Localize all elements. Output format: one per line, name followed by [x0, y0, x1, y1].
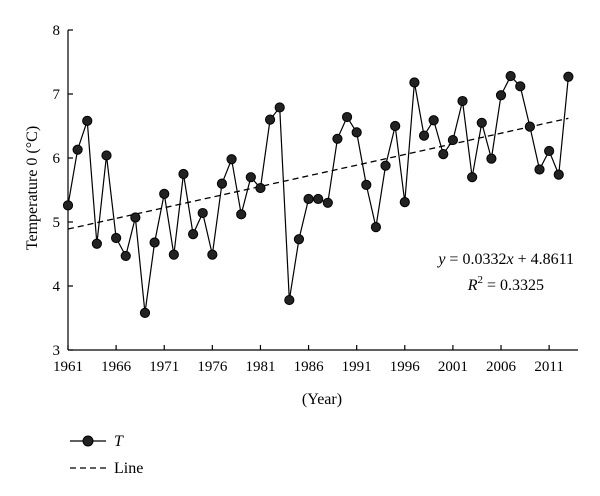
x-tick-label: 2001: [438, 359, 468, 375]
data-point: [524, 121, 535, 132]
data-point: [438, 149, 449, 160]
data-point: [207, 249, 218, 260]
data-point: [236, 209, 247, 220]
data-point: [226, 154, 237, 165]
plot-area: 3 4 5 6 7 8 1961 1966 1971 1976 1981 1986 1991 1996 2…: [53, 23, 578, 375]
x-tick-label: 1971: [149, 359, 179, 375]
y-tick-label: 7: [53, 87, 61, 103]
data-point: [313, 193, 324, 205]
y-ticks: 3 4 5 6 7 8: [53, 23, 73, 359]
data-point: [293, 234, 305, 245]
legend: T Line: [70, 433, 143, 477]
data-point: [91, 238, 102, 249]
data-point: [149, 237, 160, 248]
x-tick-label: 1986: [294, 359, 325, 375]
data-point: [563, 71, 574, 82]
data-point: [515, 81, 526, 92]
data-point: [486, 153, 497, 164]
legend-label-line: Line: [114, 460, 143, 477]
x-tick-label: 2006: [486, 359, 517, 375]
data-points: [62, 70, 574, 318]
data-point: [553, 169, 564, 180]
data-point: [428, 115, 439, 126]
x-tick-label: 1976: [197, 359, 228, 375]
x-ticks: 1961 1966 1971 1976 1981 1986 1991 1996 2001 2006…: [53, 345, 564, 375]
y-tick-label: 8: [53, 23, 61, 39]
data-point: [418, 130, 430, 141]
data-point: [505, 70, 516, 82]
regression-equation: y = 0.0332x + 4.8611 R2 = 0.3325: [436, 251, 574, 294]
trend-line: [67, 117, 569, 230]
legend-marker-t: [82, 435, 94, 447]
data-point: [380, 160, 391, 171]
data-point: [534, 164, 545, 175]
x-tick-label: 1981: [245, 359, 275, 375]
data-point: [274, 102, 285, 113]
r-squared-line: R2 = 0.3325: [467, 274, 544, 294]
legend-item-line: Line: [70, 460, 143, 477]
data-point: [351, 127, 362, 138]
x-tick-label: 2011: [534, 359, 563, 375]
y-tick-label: 6: [53, 151, 61, 167]
data-point: [390, 120, 401, 132]
data-point: [544, 145, 555, 157]
data-point: [264, 114, 276, 125]
data-point: [495, 90, 507, 101]
data-point: [72, 144, 83, 155]
data-point: [341, 111, 353, 123]
x-tick-label: 1991: [342, 359, 372, 375]
legend-label-t: T: [114, 433, 124, 450]
data-point: [216, 178, 228, 189]
data-point: [332, 133, 343, 144]
data-point: [187, 229, 199, 240]
equation-line: y = 0.0332x + 4.8611: [436, 251, 574, 268]
data-point: [82, 115, 93, 126]
data-point: [284, 294, 295, 306]
data-point: [245, 172, 256, 183]
data-point: [159, 188, 170, 199]
data-point: [111, 232, 122, 244]
y-tick-label: 5: [53, 215, 61, 231]
data-point: [322, 197, 333, 208]
legend-item-t: T: [70, 433, 124, 450]
data-point: [370, 222, 382, 233]
data-point: [303, 193, 314, 205]
data-point: [447, 134, 459, 146]
x-tick-label: 1996: [390, 359, 421, 375]
x-axis-title: (Year): [302, 391, 342, 408]
y-axis-title: Temperature 0 (°C): [24, 126, 41, 250]
data-point: [467, 172, 478, 183]
data-point: [457, 95, 468, 107]
data-point: [62, 200, 74, 211]
data-point: [139, 307, 151, 318]
data-point: [255, 182, 266, 194]
x-tick-label: 1966: [101, 359, 132, 375]
data-point: [361, 179, 372, 190]
data-point: [120, 250, 131, 262]
data-point: [130, 212, 141, 223]
data-point: [399, 197, 410, 208]
x-tick-label: 1961: [53, 359, 83, 375]
data-point: [178, 168, 189, 180]
data-point: [197, 207, 208, 219]
data-point: [476, 117, 487, 128]
data-point: [101, 150, 112, 161]
y-tick-label: 3: [53, 343, 61, 359]
y-tick-label: 4: [53, 279, 61, 295]
data-point: [409, 77, 420, 88]
data-point: [168, 249, 179, 260]
